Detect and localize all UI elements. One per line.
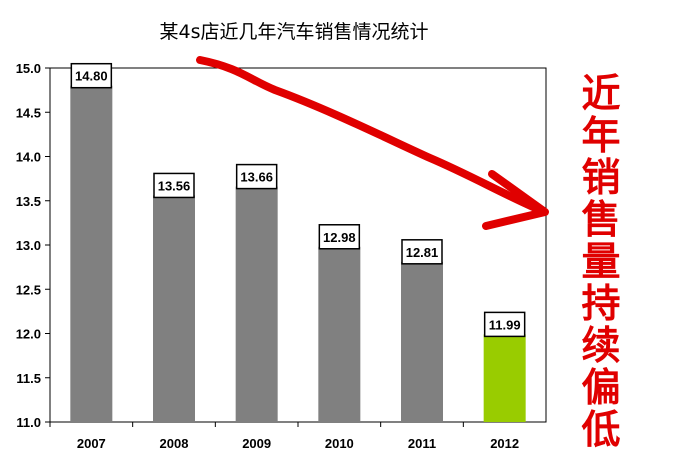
data-label: 13.66 xyxy=(240,170,273,185)
annotation-char: 持 xyxy=(581,282,621,327)
chart-title: 某4s店近几年汽车销售情况统计 xyxy=(160,21,429,43)
annotation-char: 售 xyxy=(581,198,621,243)
bar xyxy=(318,246,361,422)
x-tick-label: 2011 xyxy=(408,436,436,451)
y-tick-label: 11.0 xyxy=(16,415,41,430)
data-label: 12.98 xyxy=(323,230,356,245)
trend-arrow xyxy=(196,56,549,230)
data-label-box xyxy=(318,224,361,250)
bars xyxy=(70,85,526,422)
data-label: 13.56 xyxy=(158,178,191,193)
data-label: 11.99 xyxy=(489,317,521,332)
data-label: 12.81 xyxy=(406,245,439,260)
annotation-char: 近 xyxy=(581,72,621,117)
y-tick-label: 15.0 xyxy=(16,61,41,76)
annotation-char: 续 xyxy=(581,324,621,369)
data-label-box xyxy=(401,239,443,265)
x-tick-label: 2012 xyxy=(490,436,519,451)
x-tick-label: 2009 xyxy=(242,436,271,451)
plot-border xyxy=(49,67,547,423)
annotation-char: 低 xyxy=(581,408,621,453)
data-labels: 14.80 13.56 13.66 12.98 12.81 11.99 xyxy=(70,62,526,338)
y-tick-label: 12.5 xyxy=(16,282,41,297)
bar xyxy=(70,85,113,422)
x-tick-label: 2010 xyxy=(325,436,354,451)
y-tick-label: 14.0 xyxy=(16,150,41,165)
annotation-char: 偏 xyxy=(581,366,621,411)
bar xyxy=(235,186,278,422)
annotation-char: 年 xyxy=(581,114,621,159)
plot-area xyxy=(49,67,547,423)
y-axis: 11.0 11.5 12.0 12.5 13.0 13.5 14.0 14.5 15.0 xyxy=(16,61,50,430)
annotation-text: 近年销售量持续偏低 xyxy=(571,74,631,452)
y-tick-label: 13.0 xyxy=(16,238,41,253)
bar xyxy=(153,195,195,422)
data-label-box xyxy=(483,311,526,338)
y-tick-label: 14.5 xyxy=(16,105,41,120)
y-tick-label: 12.0 xyxy=(16,327,41,342)
x-axis: 2007 2008 2009 2010 2011 2012 xyxy=(49,422,519,451)
data-label: 14.80 xyxy=(75,69,108,84)
y-tick-label: 13.5 xyxy=(16,194,41,209)
data-label-box xyxy=(70,62,113,89)
data-label-box xyxy=(235,163,278,190)
bar xyxy=(401,261,443,422)
x-tick-label: 2008 xyxy=(160,436,189,451)
bar xyxy=(483,334,526,422)
annotation-char: 量 xyxy=(581,240,621,285)
annotation-char: 销 xyxy=(581,156,621,201)
x-tick-label: 2007 xyxy=(77,436,106,451)
y-tick-label: 11.5 xyxy=(16,371,41,386)
data-label-box xyxy=(153,172,195,199)
